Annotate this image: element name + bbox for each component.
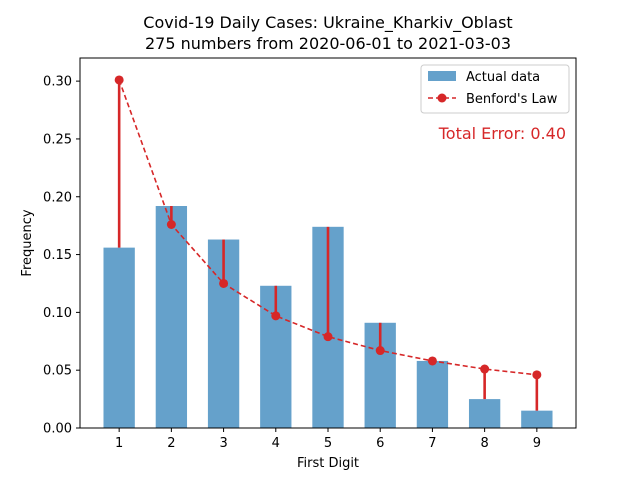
legend-box (420, 64, 570, 114)
benford-point-digit-5 (323, 332, 333, 342)
chart-subtitle: 275 numbers from 2020-06-01 to 2021-03-0… (145, 34, 511, 53)
benford-point-digit-1 (114, 75, 124, 85)
legend-swatch-actual (428, 71, 456, 81)
legend: Actual data Benford's Law (420, 64, 570, 114)
x-tick-label: 9 (533, 436, 541, 451)
bar-digit-8 (468, 399, 501, 428)
y-tick-label: 0.10 (43, 306, 72, 321)
chart-title: Covid-19 Daily Cases: Ukraine_Kharkiv_Ob… (143, 13, 512, 33)
y-axis: 0.00 0.05 0.10 0.15 0.20 0.25 0.30 (43, 75, 80, 437)
total-error-annotation: Total Error: 0.40 (438, 124, 566, 143)
bar-digit-7 (416, 360, 449, 428)
legend-marker-benford (437, 93, 447, 103)
y-tick-label: 0.00 (43, 422, 72, 437)
y-tick-label: 0.05 (43, 364, 72, 379)
legend-label-benford: Benford's Law (466, 92, 558, 107)
legend-label-actual: Actual data (466, 70, 540, 85)
benford-point-digit-6 (375, 346, 385, 356)
y-tick-label: 0.15 (43, 248, 72, 263)
benford-point-digit-4 (271, 311, 281, 321)
x-tick-label: 3 (219, 436, 227, 451)
x-tick-label: 4 (272, 436, 280, 451)
error-lines-group (117, 79, 539, 411)
x-tick-label: 2 (167, 436, 175, 451)
y-tick-label: 0.30 (43, 75, 72, 90)
benford-line (118, 79, 537, 376)
x-axis-label: First Digit (297, 456, 359, 471)
y-tick-label: 0.25 (43, 132, 72, 147)
x-tick-label: 7 (428, 436, 436, 451)
benford-point-digit-3 (219, 278, 229, 288)
y-tick-label: 0.20 (43, 190, 72, 205)
x-tick-label: 1 (115, 436, 123, 451)
bar-digit-9 (521, 410, 553, 428)
benford-point-digit-8 (480, 364, 490, 374)
benford-point-digit-2 (166, 220, 176, 229)
bar-digit-1 (103, 247, 135, 428)
benford-point-digit-9 (532, 370, 542, 380)
x-axis: 1 2 3 4 5 6 7 8 9 (115, 428, 541, 451)
x-tick-label: 8 (480, 436, 488, 451)
x-tick-label: 5 (324, 436, 332, 451)
y-axis-label: Frequency (20, 209, 35, 276)
benford-point-digit-7 (427, 356, 437, 366)
benford-line-group (114, 75, 542, 380)
x-tick-label: 6 (376, 436, 384, 451)
bar-digit-2 (155, 206, 188, 428)
